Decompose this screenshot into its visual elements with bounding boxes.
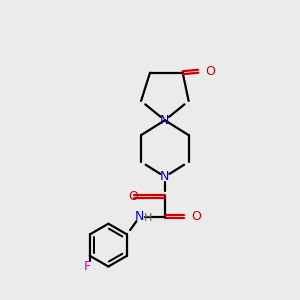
Text: H: H [144, 213, 153, 224]
Text: O: O [192, 210, 202, 224]
Text: N: N [160, 170, 170, 183]
Text: F: F [84, 260, 91, 273]
Text: N: N [134, 210, 144, 224]
Text: O: O [205, 65, 215, 78]
Text: N: N [160, 114, 170, 127]
Text: O: O [128, 190, 138, 202]
